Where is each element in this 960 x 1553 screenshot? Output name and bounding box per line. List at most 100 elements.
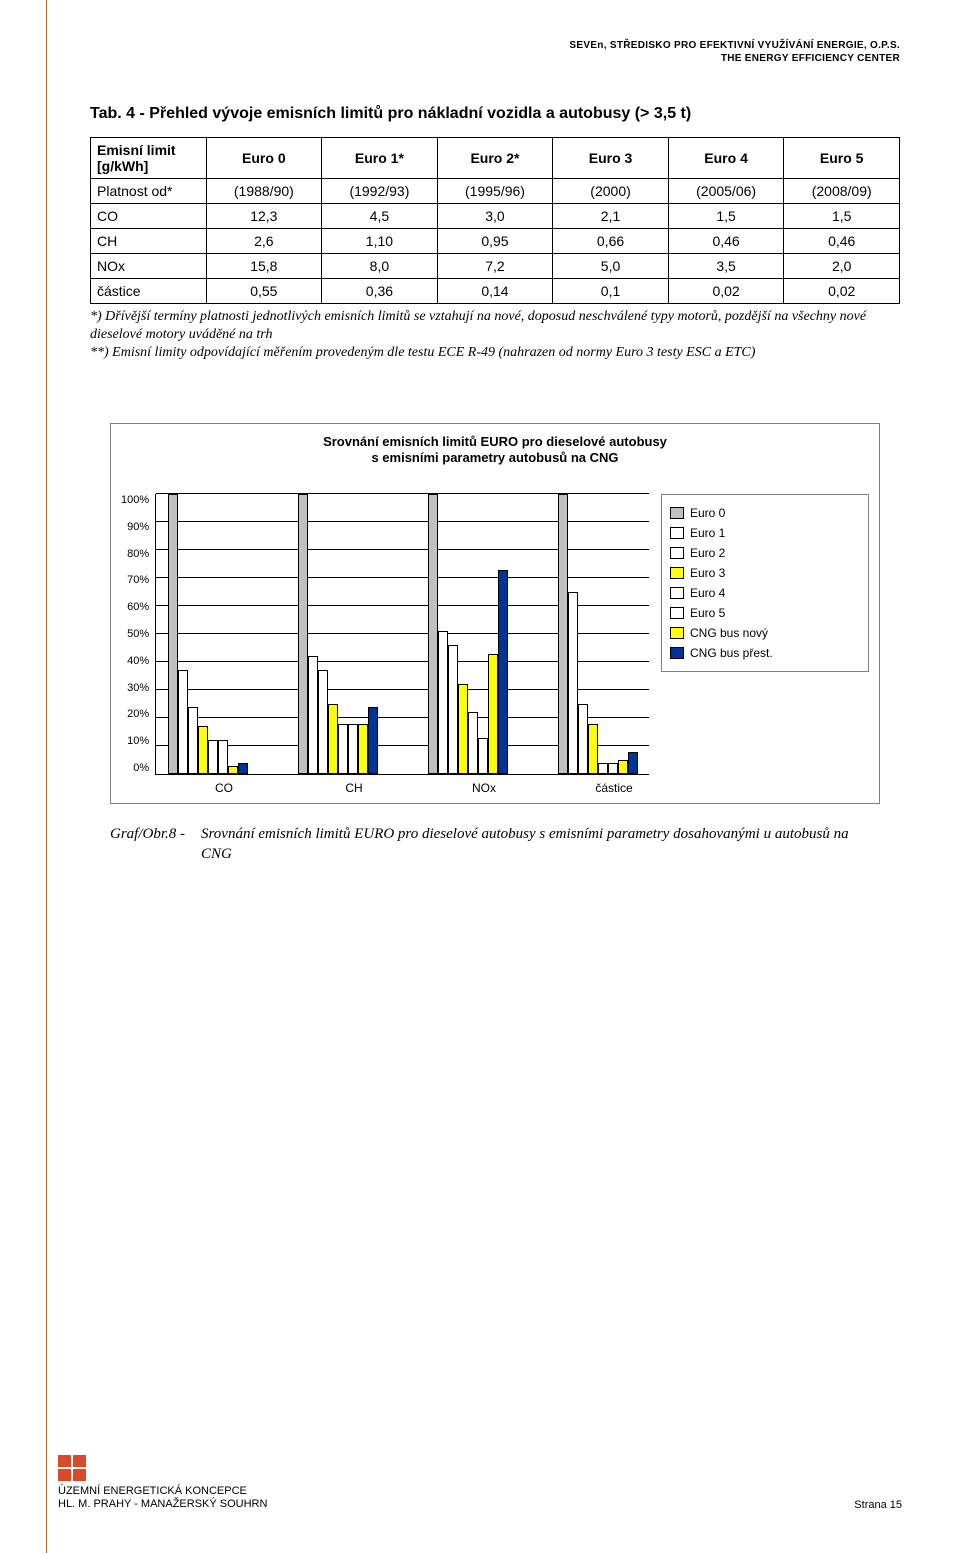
bar xyxy=(608,763,618,774)
bar xyxy=(428,494,438,774)
legend-label: CNG bus nový xyxy=(690,626,768,640)
chart-title-line1: Srovnání emisních limitů EURO pro diesel… xyxy=(323,434,667,449)
legend-label: Euro 1 xyxy=(690,526,725,540)
legend-item: Euro 3 xyxy=(670,563,860,583)
table-cell: CH xyxy=(91,229,207,254)
bar xyxy=(358,724,368,774)
table-body: Platnost od*(1988/90)(1992/93)(1995/96)(… xyxy=(91,179,900,304)
bar xyxy=(318,670,328,774)
y-tick-label: 100% xyxy=(121,494,149,506)
table-cell: 0,46 xyxy=(668,229,784,254)
table-cell: 7,2 xyxy=(437,254,553,279)
table-cell: 2,6 xyxy=(206,229,322,254)
legend-label: Euro 0 xyxy=(690,506,725,520)
emission-limits-table: Emisní limit[g/kWh]Euro 0Euro 1*Euro 2*E… xyxy=(90,137,900,304)
x-tick-label: CH xyxy=(289,775,419,795)
table-header-row: Emisní limit[g/kWh]Euro 0Euro 1*Euro 2*E… xyxy=(91,138,900,179)
legend-item: Euro 4 xyxy=(670,583,860,603)
y-tick-label: 20% xyxy=(127,708,149,720)
footer-right: Strana 15 xyxy=(854,1499,902,1511)
table-cell: 5,0 xyxy=(553,254,669,279)
bar xyxy=(218,740,228,774)
bar xyxy=(448,645,458,774)
table-footnotes: *) Dřívější termíny platnosti jednotlivý… xyxy=(90,308,900,363)
legend-item: Euro 0 xyxy=(670,503,860,523)
category-group xyxy=(416,494,546,774)
x-tick-label: CO xyxy=(159,775,289,795)
table-cell: (2008/09) xyxy=(784,179,900,204)
y-tick-label: 90% xyxy=(127,521,149,533)
bar xyxy=(308,656,318,774)
legend-item: CNG bus nový xyxy=(670,623,860,643)
bar xyxy=(618,760,628,774)
comparison-chart: Srovnání emisních limitů EURO pro diesel… xyxy=(110,423,880,805)
legend-item: Euro 2 xyxy=(670,543,860,563)
bar xyxy=(468,712,478,774)
table-row: Platnost od*(1988/90)(1992/93)(1995/96)(… xyxy=(91,179,900,204)
bar xyxy=(168,494,178,774)
figure-caption: Graf/Obr.8 - Srovnání emisních limitů EU… xyxy=(110,824,880,865)
legend-label: Euro 2 xyxy=(690,546,725,560)
table-row: CH2,61,100,950,660,460,46 xyxy=(91,229,900,254)
table-cell: 1,5 xyxy=(784,204,900,229)
page-footer: ÚZEMNÍ ENERGETICKÁ KONCEPCE HL. M. PRAHY… xyxy=(58,1455,902,1511)
x-tick-label: NOx xyxy=(419,775,549,795)
table-header-cell: Euro 2* xyxy=(437,138,553,179)
footnote-2: **) Emisní limity odpovídající měřením p… xyxy=(90,344,900,362)
table-header-cell: Euro 3 xyxy=(553,138,669,179)
table-cell: (2005/06) xyxy=(668,179,784,204)
table-cell: 0,02 xyxy=(784,279,900,304)
x-tick-label: částice xyxy=(549,775,679,795)
table-cell: 2,1 xyxy=(553,204,669,229)
bar xyxy=(238,763,248,774)
table-header-cell: Euro 1* xyxy=(322,138,438,179)
table-cell: 3,0 xyxy=(437,204,553,229)
table-header-cell: Emisní limit[g/kWh] xyxy=(91,138,207,179)
bar xyxy=(368,707,378,774)
table-cell: 15,8 xyxy=(206,254,322,279)
table-cell: NOx xyxy=(91,254,207,279)
category-group xyxy=(156,494,286,774)
table-row: NOx15,88,07,25,03,52,0 xyxy=(91,254,900,279)
table-cell: 0,14 xyxy=(437,279,553,304)
category-group xyxy=(286,494,416,774)
bar xyxy=(578,704,588,774)
y-tick-label: 30% xyxy=(127,682,149,694)
table-cell: 0,55 xyxy=(206,279,322,304)
y-tick-label: 0% xyxy=(133,762,149,774)
caption-label: Graf/Obr.8 - xyxy=(110,824,185,865)
chart-legend: Euro 0 Euro 1 Euro 2 Euro 3Euro 4 Euro 5 CNG … xyxy=(661,494,869,672)
table-cell: 0,66 xyxy=(553,229,669,254)
table-cell: 0,95 xyxy=(437,229,553,254)
legend-item: Euro 1 xyxy=(670,523,860,543)
bar xyxy=(588,724,598,774)
bar xyxy=(488,654,498,774)
table-row: CO12,34,53,02,11,51,5 xyxy=(91,204,900,229)
table-header-cell: Euro 4 xyxy=(668,138,784,179)
y-tick-label: 10% xyxy=(127,735,149,747)
bar xyxy=(498,570,508,774)
table-header-cell: Euro 0 xyxy=(206,138,322,179)
bar xyxy=(568,592,578,774)
table-cell: (1992/93) xyxy=(322,179,438,204)
category-group xyxy=(546,494,676,774)
x-axis-labels: COCHNOxčástice xyxy=(159,775,679,795)
bar xyxy=(178,670,188,774)
table-cell: (2000) xyxy=(553,179,669,204)
table-cell: 0,46 xyxy=(784,229,900,254)
page-header: SEVEn, STŘEDISKO PRO EFEKTIVNÍ VYUŽÍVÁNÍ… xyxy=(90,40,900,65)
footer-mark-icon xyxy=(58,1455,267,1481)
chart-title-line2: s emisními parametry autobusů na CNG xyxy=(371,450,618,465)
plot-area xyxy=(155,494,649,775)
table-cell: 0,02 xyxy=(668,279,784,304)
legend-label: Euro 5 xyxy=(690,606,725,620)
legend-item: Euro 5 xyxy=(670,603,860,623)
bar xyxy=(188,707,198,774)
y-tick-label: 80% xyxy=(127,548,149,560)
table-cell: 3,5 xyxy=(668,254,784,279)
bar xyxy=(598,763,608,774)
y-tick-label: 60% xyxy=(127,601,149,613)
chart-body: 100%90%80%70%60%50%40%30%20%10%0% Euro 0… xyxy=(121,494,869,775)
table-cell: 1,5 xyxy=(668,204,784,229)
footer-left-line1: ÚZEMNÍ ENERGETICKÁ KONCEPCE xyxy=(58,1485,247,1497)
